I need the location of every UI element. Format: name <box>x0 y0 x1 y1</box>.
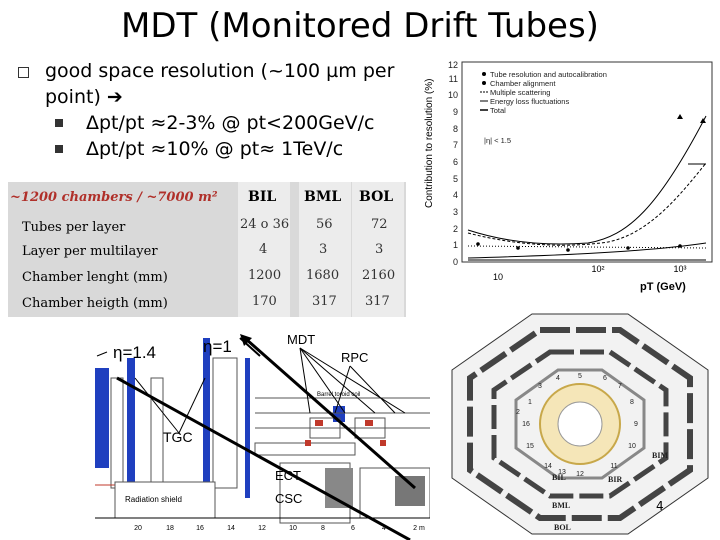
table-cell: 24 o 36 <box>240 217 290 232</box>
col-header-bil: BIL <box>248 189 277 205</box>
filled-square-bullet-icon <box>55 119 63 127</box>
legend-entry: Multiple scattering <box>490 88 550 97</box>
table-cell: 1680 <box>306 268 340 283</box>
bullet-sub-2: Δpt/pt ≈10% @ pt≈ 1TeV/c <box>18 136 425 162</box>
eta-1-4-label: η=1.4 <box>113 343 156 362</box>
x-tick: 4 <box>382 525 386 532</box>
y-tick: 12 <box>448 60 458 70</box>
y-tick: 4 <box>453 190 458 200</box>
x-tick: 8 <box>321 525 325 532</box>
table-cell: 56 <box>316 217 333 232</box>
sector-number: 12 <box>576 471 584 478</box>
row-label: Chamber lenght (mm) <box>22 270 168 285</box>
table-cell: 3 <box>319 242 328 257</box>
sector-number: 10 <box>628 443 636 450</box>
x-tick: 16 <box>196 525 204 532</box>
row-label: Layer per multilayer <box>22 244 158 259</box>
csc-label: CSC <box>275 491 302 506</box>
legend-entry: Tube resolution and autocalibration <box>490 70 607 79</box>
filled-square-bullet-icon <box>55 145 63 153</box>
y-tick: 2 <box>453 224 458 234</box>
sector-number: 13 <box>558 469 566 476</box>
y-tick: 7 <box>453 140 458 150</box>
col-header-bml: BML <box>304 189 342 205</box>
bir-label: BIR <box>608 475 622 484</box>
y-tick: 6 <box>453 157 458 167</box>
toroid-label: Barrel toroid coil <box>317 392 360 398</box>
y-tick: 5 <box>453 174 458 184</box>
y-tick: 11 <box>449 74 458 84</box>
y-tick: 9 <box>453 107 458 117</box>
y-tick: 10 <box>448 90 458 100</box>
sector-number: 11 <box>610 463 617 470</box>
table-cell: 170 <box>252 294 277 309</box>
bol-label: BOL <box>554 523 571 532</box>
detector-schematic: Radiation shield Barrel toroid coil η=1.… <box>95 318 430 540</box>
sector-number: 14 <box>544 463 552 470</box>
legend-entry: Chamber alignment <box>490 79 556 88</box>
bullet-main: good space resolution (~100 µm per point… <box>18 58 425 110</box>
bullet-list: good space resolution (~100 µm per point… <box>18 58 425 162</box>
mdt-label: MDT <box>287 332 315 347</box>
page-title: MDT (Monitored Drift Tubes) <box>121 6 599 46</box>
table-cell: 1200 <box>248 268 282 283</box>
table-cell: 4 <box>259 242 268 257</box>
x-tick: 6 <box>351 525 355 532</box>
x-tick: 14 <box>227 525 235 532</box>
bullet-sub-1: Δpt/pt ≈2-3% @ pt<200GeV/c <box>18 110 425 136</box>
x-tick: 20 <box>134 525 142 532</box>
tgc-label: TGC <box>163 429 193 445</box>
x-tick: 10³ <box>673 264 686 274</box>
sector-number: 4 <box>556 375 560 382</box>
legend-entry: Total <box>490 106 506 115</box>
sector-number: 6 <box>603 375 607 382</box>
y-tick: 8 <box>453 124 458 134</box>
y-tick: 0 <box>453 257 458 267</box>
x-axis-label: pT (GeV) <box>640 281 686 293</box>
x-tick: 10² <box>591 264 604 274</box>
x-tick: 10 <box>289 525 297 532</box>
sector-number: 2 <box>516 409 520 416</box>
sector-number: 8 <box>630 399 634 406</box>
sector-number: 5 <box>578 373 582 380</box>
chamber-table: ~1200 chambers / ~7000 m² BIL BML BOL Tu… <box>8 182 406 317</box>
sector-number: 9 <box>634 421 638 428</box>
bml-label: BML <box>552 501 570 510</box>
table-cell: 317 <box>312 294 337 309</box>
open-square-bullet-icon <box>18 67 29 78</box>
table-cell: 317 <box>365 294 390 309</box>
y-tick: 3 <box>453 207 458 217</box>
sector-number: 15 <box>526 443 534 450</box>
barrel-cross-section: 5 6 7 4 3 1 8 15 10 14 11 12 16 9 13 2 B… <box>451 313 709 535</box>
row-label: Chamber heigth (mm) <box>22 296 168 311</box>
plot-note: |η| < 1.5 <box>484 136 511 145</box>
table-caption: ~1200 chambers / ~7000 m² <box>10 190 218 205</box>
page-number: 4 <box>656 499 664 513</box>
resolution-plot: 0 1 2 3 4 5 6 7 8 9 10 11 12 Contributio… <box>424 60 713 293</box>
ect-label: ECT <box>275 468 301 483</box>
x-tick: 2 m <box>413 525 425 532</box>
sector-number: 3 <box>538 383 542 390</box>
sector-number: 16 <box>522 421 530 428</box>
table-cell: 3 <box>375 242 384 257</box>
x-tick: 12 <box>258 525 266 532</box>
row-label: Tubes per layer <box>22 220 126 235</box>
legend-entry: Energy loss fluctuations <box>490 97 569 106</box>
bil-label: BIL <box>552 473 566 482</box>
table-cell: 72 <box>371 217 388 232</box>
eta-1-label: η=1 <box>203 337 232 356</box>
col-header-bol: BOL <box>359 189 394 205</box>
rpc-label: RPC <box>341 350 368 365</box>
sector-number: 7 <box>618 383 622 390</box>
x-tick: 10 <box>493 272 503 282</box>
y-axis-label: Contribution to resolution (%) <box>424 78 435 208</box>
x-tick: 18 <box>166 525 174 532</box>
radiation-shield-label: Radiation shield <box>125 495 182 504</box>
table-cell: 2160 <box>362 268 396 283</box>
y-tick: 1 <box>453 240 458 250</box>
bim-label: BIM <box>652 451 668 460</box>
sector-number: 1 <box>528 399 532 406</box>
